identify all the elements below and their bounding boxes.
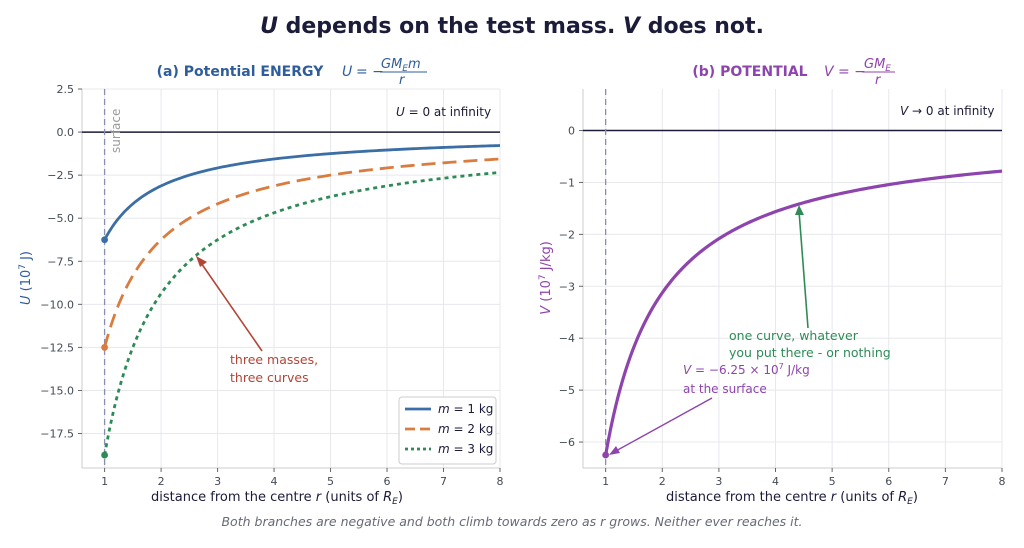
- x-tick-label: 8: [497, 475, 504, 488]
- svg-text:m = 2 kg: m = 2 kg: [438, 422, 493, 436]
- y-tick-label: 0: [568, 125, 575, 138]
- y-tick-label: −15.0: [40, 384, 74, 397]
- x-tick-label: 1: [101, 475, 108, 488]
- x-tick-label: 1: [602, 475, 609, 488]
- x-tick-label: 3: [214, 475, 221, 488]
- annotation-b-line1: one curve, whatever: [729, 328, 859, 343]
- svg-text:V: V: [824, 64, 835, 80]
- svg-text:r: r: [875, 73, 882, 88]
- panel-a-potential-energy: (a) Potential ENERGY U = − GMEm r 1 2 3 4 5 6…: [18, 57, 504, 507]
- annotation-b-line2: you put there - or nothing: [729, 345, 891, 360]
- series-line-2: [103, 157, 501, 348]
- y-tick-label: −5.0: [47, 212, 74, 225]
- x-tick-label: 2: [659, 475, 666, 488]
- svg-text:GMEm: GMEm: [381, 57, 421, 74]
- surface-label: surface: [109, 109, 123, 153]
- figure-caption: Both branches are negative and both clim…: [221, 514, 803, 529]
- panel-a-annotation: three masses, three curves: [196, 256, 318, 385]
- svg-text:= −: = −: [356, 64, 384, 80]
- panel-b-annotation-surface: V = −6.25 × 107 J/kg at the surface: [609, 362, 810, 455]
- series-start-marker-2: [101, 344, 108, 351]
- panel-a-ylabel: U (107 J): [18, 251, 34, 305]
- panel-a-infinity-note: U = 0 at infinity: [396, 105, 491, 119]
- y-tick-label: −10.0: [40, 298, 74, 311]
- x-tick-label: 8: [999, 475, 1006, 488]
- series-start-marker-1: [602, 451, 610, 459]
- y-tick-label: 2.5: [57, 83, 75, 96]
- y-tick-label: −7.5: [47, 255, 74, 268]
- panel-b-xlabel: distance from the centre r (units of RE): [666, 490, 918, 507]
- x-tick-label: 5: [829, 475, 836, 488]
- svg-text:GME: GME: [864, 57, 891, 74]
- panel-b-ylabel: V (107 J/kg): [538, 241, 554, 315]
- svg-text:U: U: [342, 64, 352, 80]
- annotation-a-line2: three curves: [230, 370, 309, 385]
- x-tick-label: 6: [885, 475, 892, 488]
- annotation-a-line1: three masses,: [230, 352, 318, 367]
- svg-text:m = 1 kg: m = 1 kg: [438, 402, 493, 416]
- series-line-1: [604, 169, 1003, 456]
- series-start-marker-1: [101, 236, 108, 244]
- title-u-text: depends on the test mass.: [285, 14, 616, 39]
- svg-text:V → 0 at infinity: V → 0 at infinity: [900, 104, 994, 118]
- svg-text:V = −6.25 × 107 J/kg: V = −6.25 × 107 J/kg: [683, 362, 810, 377]
- y-tick-label: −2: [559, 228, 575, 241]
- y-tick-label: −6: [559, 436, 575, 449]
- annotation-b-surface-line2: at the surface: [683, 382, 767, 396]
- y-tick-label: −12.5: [40, 341, 74, 354]
- title-v-text: does not.: [647, 14, 764, 39]
- title-v-symbol: V: [623, 14, 641, 39]
- panel-b-potential: (b) POTENTIAL V = − GME r 1 2 3 4 5 6 7 8 0 −1 −2 −…: [538, 57, 1006, 507]
- y-tick-label: −17.5: [40, 428, 74, 441]
- title-u-symbol: U: [260, 14, 278, 39]
- y-tick-label: −4: [559, 332, 575, 345]
- x-tick-label: 4: [271, 475, 278, 488]
- svg-text:U = 0 at infinity: U = 0 at infinity: [396, 105, 491, 119]
- panel-a-title: (a) Potential ENERGY: [157, 64, 325, 80]
- panel-b-title: (b) POTENTIAL: [692, 64, 807, 80]
- figure-title: U depends on the test mass. V does not.: [0, 14, 1024, 39]
- x-tick-label: 3: [715, 475, 722, 488]
- panel-b-annotation-curve: one curve, whatever you put there - or n…: [729, 205, 891, 360]
- panel-b-infinity-note: V → 0 at infinity: [900, 104, 994, 118]
- svg-text:m = 3 kg: m = 3 kg: [438, 442, 493, 456]
- svg-text:= −: = −: [838, 64, 866, 80]
- y-tick-label: −2.5: [47, 169, 74, 182]
- series-start-marker-3: [101, 451, 108, 459]
- y-tick-label: −1: [559, 176, 575, 189]
- x-tick-label: 4: [772, 475, 779, 488]
- x-tick-label: 2: [158, 475, 165, 488]
- x-tick-label: 7: [942, 475, 949, 488]
- panel-b-formula: V = − GME r: [824, 57, 895, 88]
- panel-a-formula: U = − GMEm r: [342, 57, 427, 88]
- y-tick-label: 0.0: [57, 126, 75, 139]
- y-tick-label: −3: [559, 280, 575, 293]
- x-tick-label: 5: [327, 475, 334, 488]
- y-tick-label: −5: [559, 384, 575, 397]
- series-line-1: [103, 144, 501, 241]
- svg-text:r: r: [399, 73, 406, 88]
- panel-a-legend: m = 1 kg m = 2 kg m = 3 kg: [398, 396, 497, 465]
- x-tick-label: 7: [440, 475, 447, 488]
- x-tick-label: 6: [384, 475, 391, 488]
- panel-a-xlabel: distance from the centre r (units of RE): [151, 490, 403, 507]
